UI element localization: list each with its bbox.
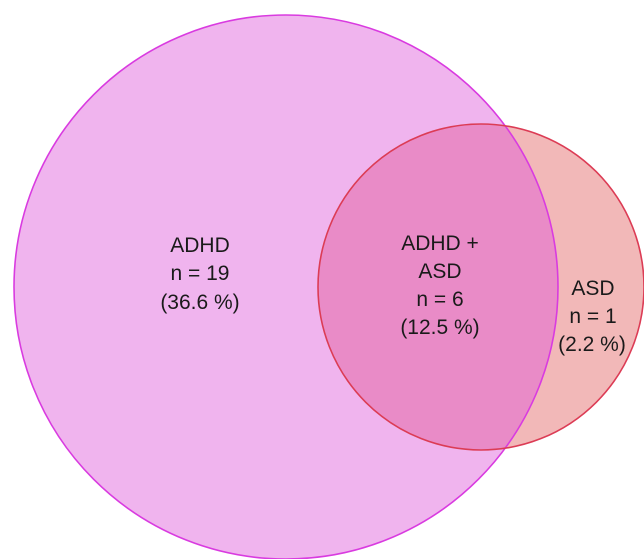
- asd-percent: (2.2 %): [558, 333, 626, 356]
- adhd-percent: (36.6 %): [160, 291, 239, 314]
- asd-outline: [317, 123, 644, 451]
- adhd-count: n = 19: [171, 262, 230, 285]
- overlap-label-line1: ADHD +: [401, 232, 479, 255]
- asd-label: ASD: [571, 277, 614, 300]
- overlap-percent: (12.5 %): [400, 316, 479, 339]
- overlap-region: [318, 124, 558, 450]
- asd-count: n = 1: [569, 305, 616, 328]
- adhd-outline: [13, 14, 559, 559]
- overlap-count: n = 6: [416, 288, 463, 311]
- overlap-label-line2: ASD: [418, 260, 461, 283]
- adhd-label: ADHD: [170, 234, 230, 257]
